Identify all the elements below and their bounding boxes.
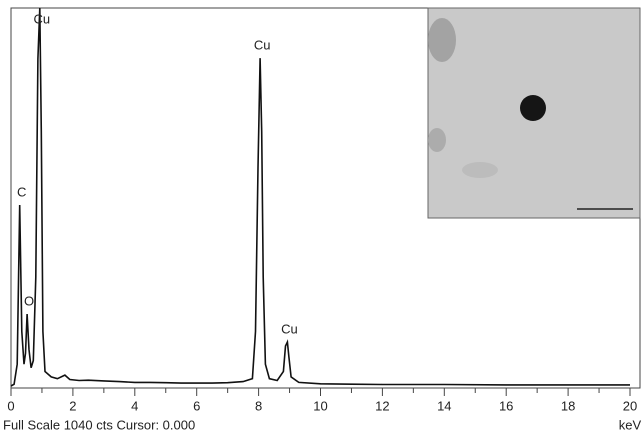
- x-tick-label: 12: [375, 398, 389, 413]
- peak-label: Cu: [281, 321, 298, 336]
- footer: Full Scale 1040 cts Cursor: 0.000: [3, 417, 195, 432]
- chart: keV Full Scale 1040 cts Cursor: 0.000 0 2…: [0, 0, 642, 438]
- peak-label: Cu: [33, 11, 50, 26]
- x-tick-label: 16: [499, 398, 513, 413]
- x-tick-label: 0: [7, 398, 14, 413]
- x-tick-label: 6: [193, 398, 200, 413]
- x-tick-label: 10: [313, 398, 327, 413]
- x-axis-label: keV: [619, 417, 642, 432]
- x-tick-label: 2: [69, 398, 76, 413]
- x-tick-label: 8: [255, 398, 262, 413]
- inset-image: [428, 8, 640, 218]
- peak-label: C: [17, 184, 26, 199]
- x-tick-label: 4: [131, 398, 138, 413]
- peak-label: O: [24, 293, 34, 308]
- x-tick-label: 18: [561, 398, 575, 413]
- peak-label: Cu: [254, 38, 271, 53]
- x-tick-label: 20: [623, 398, 637, 413]
- x-tick-label: 14: [437, 398, 451, 413]
